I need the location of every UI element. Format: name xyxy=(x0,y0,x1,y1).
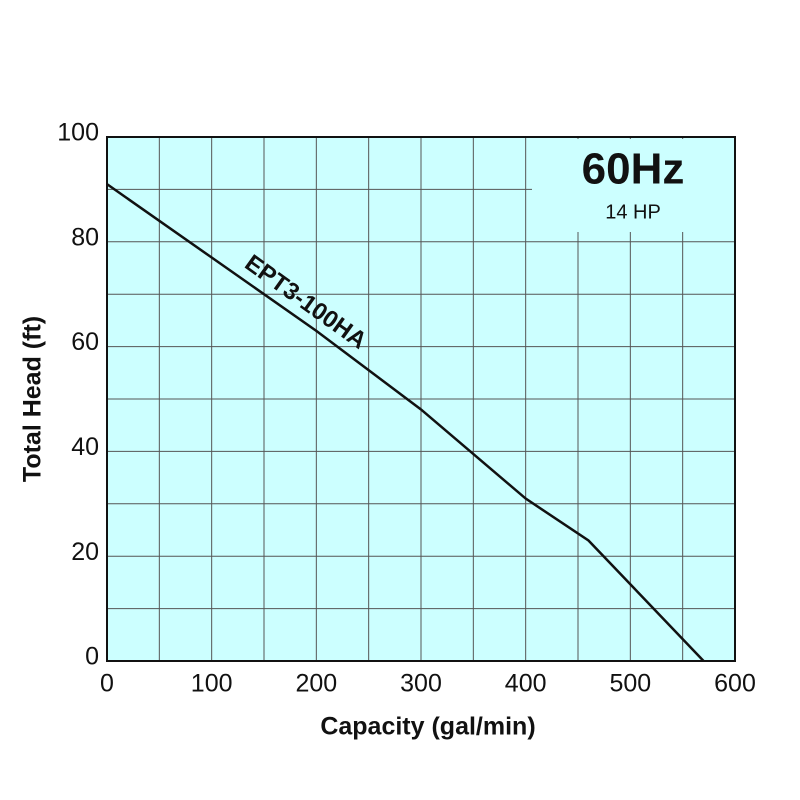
x-tick-label: 100 xyxy=(191,670,233,698)
x-tick-label: 0 xyxy=(100,670,114,698)
y-axis-label: Total Head (ft) xyxy=(19,316,47,482)
x-axis-label: Capacity (gal/min) xyxy=(320,713,535,741)
y-tick-label: 40 xyxy=(71,433,99,461)
plot-frame xyxy=(106,136,736,662)
y-tick-label: 100 xyxy=(57,119,99,147)
chart-subtitle: 14 HP xyxy=(605,201,661,223)
y-tick-label: 60 xyxy=(71,328,99,356)
y-tick-label: 0 xyxy=(85,643,99,671)
marks xyxy=(106,183,705,662)
curve xyxy=(106,183,705,662)
x-tick-label: 400 xyxy=(505,670,547,698)
chart-title: 60Hz xyxy=(582,145,685,194)
x-tick-label: 500 xyxy=(609,670,651,698)
x-tick-label: 300 xyxy=(400,670,442,698)
title-box xyxy=(532,139,734,232)
grid xyxy=(106,136,736,662)
y-tick-label: 20 xyxy=(71,538,99,566)
x-tick-label: 600 xyxy=(714,670,756,698)
x-tick-label: 200 xyxy=(295,670,337,698)
y-tick-label: 80 xyxy=(71,223,99,251)
